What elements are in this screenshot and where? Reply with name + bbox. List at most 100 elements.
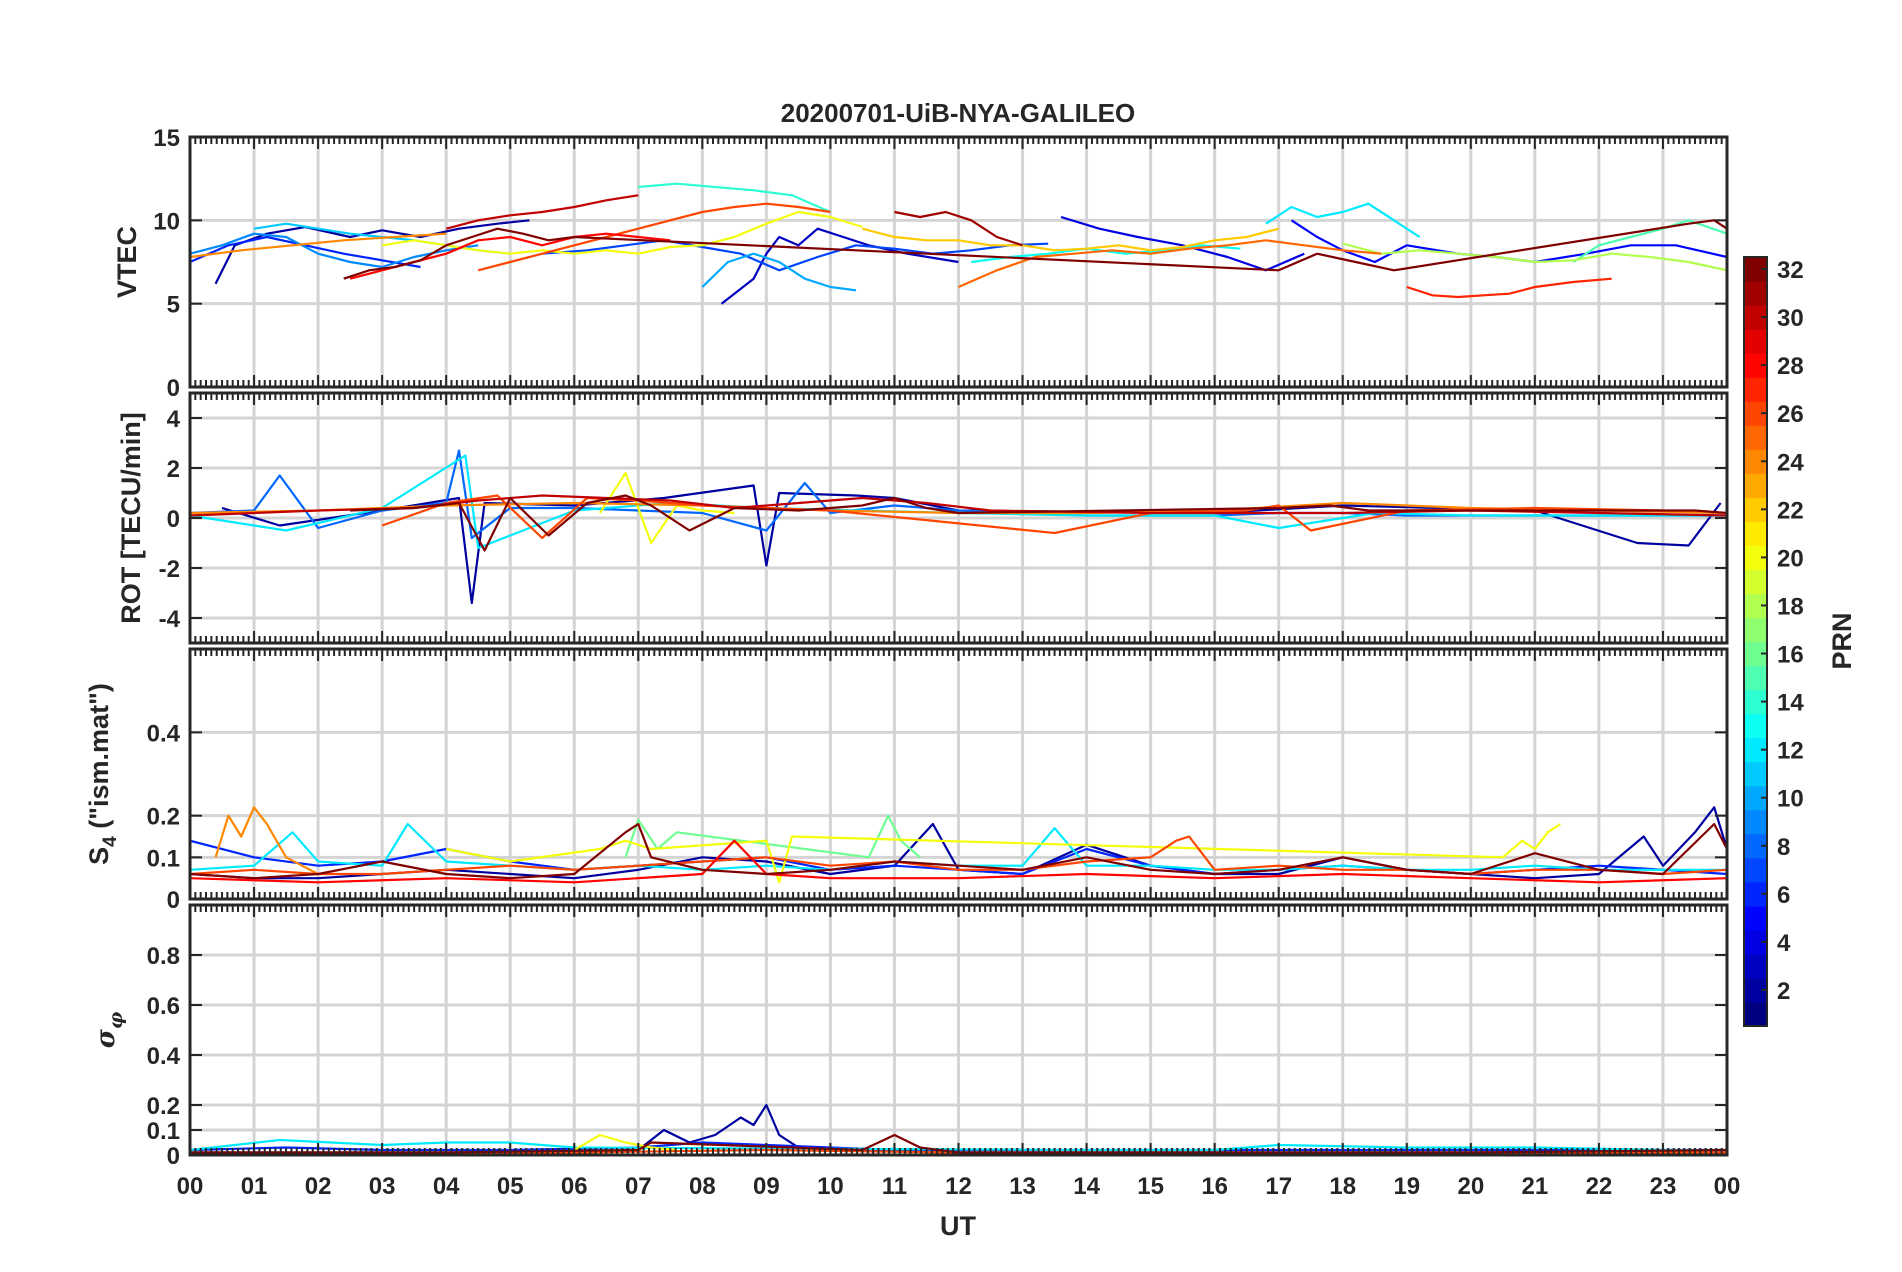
series-line-prn-30 [445, 194, 639, 230]
series-line-prn-26 [477, 202, 831, 272]
colorbar-swatch [1744, 713, 1767, 739]
x-tick-label: 05 [497, 1173, 524, 1200]
colorbar-swatch [1744, 473, 1767, 498]
colorbar-swatch [1744, 953, 1767, 979]
panel-s4: 0 0.1 0.2 0.4 S4 ("ism.mat") [84, 647, 1729, 914]
colorbar-tick-label: 14 [1777, 690, 1804, 717]
series-line-prn-18 [1342, 242, 1727, 272]
colorbar-tick-label: 24 [1777, 449, 1804, 476]
colorbar-tick-label: 16 [1777, 642, 1804, 669]
y-tick-label: 0.4 [147, 720, 181, 747]
series-line-prn-26 [381, 494, 1664, 540]
series-line-prn-32 [343, 219, 1727, 280]
x-tick-label: 00 [1714, 1173, 1741, 1200]
x-tick-label: 19 [1393, 1173, 1420, 1200]
y-tick-label: 15 [153, 125, 180, 152]
x-tick-label: 00 [177, 1173, 204, 1200]
y-tick-label: -2 [159, 556, 180, 583]
colorbar-swatch [1744, 569, 1767, 595]
x-tick-label: 06 [561, 1173, 588, 1200]
colorbar-swatch [1744, 785, 1767, 811]
colorbar-tick-label: 20 [1777, 545, 1804, 572]
colorbar-swatch [1744, 857, 1767, 883]
y-tick-label: 0 [167, 1143, 180, 1170]
x-tick-label: 04 [433, 1173, 460, 1200]
colorbar-swatch [1744, 737, 1767, 763]
colorbar-swatch [1744, 833, 1767, 859]
x-tick-label: 07 [625, 1173, 652, 1200]
figure-title: 20200701-UiB-NYA-GALILEO [781, 98, 1136, 128]
panel-vtec: 0 5 10 15 VTEC [112, 125, 1729, 402]
colorbar-tick-label: 4 [1777, 930, 1791, 957]
colorbar-swatch [1744, 809, 1767, 835]
s4-ylabel: S4 ("ism.mat") [84, 683, 121, 865]
colorbar-swatch [1744, 281, 1767, 306]
panel-rot: -4 -2 0 2 4 ROT [TECU/min] [116, 391, 1729, 645]
y-tick-label: 0.4 [147, 1043, 181, 1070]
y-tick-label: 0.2 [147, 804, 180, 831]
series-line-prn-14 [638, 182, 831, 214]
series-line-prn-24 [214, 806, 319, 875]
s4-axes-box [188, 647, 1729, 901]
colorbar-swatch [1744, 905, 1767, 931]
x-tick-labels: 00 01 02 03 04 05 06 07 08 09 10 11 12 13 14 15 16 17 18 19… [177, 1173, 1741, 1200]
series-line-prn-20 [445, 823, 1562, 884]
x-tick-label: 20 [1457, 1173, 1484, 1200]
x-tick-label: 12 [945, 1173, 972, 1200]
y-tick-label: 2 [167, 456, 180, 483]
series-line-prn-20 [598, 471, 735, 545]
y-tick-label: 0.2 [147, 1093, 180, 1120]
x-tick-label: 03 [369, 1173, 396, 1200]
colorbar-swatch [1744, 257, 1767, 282]
rot-lines [190, 449, 1727, 605]
x-tick-label: 23 [1650, 1173, 1677, 1200]
colorbar-swatch [1744, 689, 1767, 715]
series-line-prn-31 [894, 210, 1023, 247]
colorbar-swatch [1744, 929, 1767, 955]
colorbar-tick-label: 10 [1777, 786, 1804, 813]
y-tick-label: 0.1 [147, 845, 180, 872]
colorbar-swatch [1744, 521, 1767, 546]
sigma-phi-ylabel: σφ [91, 1012, 127, 1048]
x-tick-label: 14 [1073, 1173, 1100, 1200]
x-tick-label: 13 [1009, 1173, 1036, 1200]
s4-grid [190, 649, 1727, 899]
x-tick-label: 21 [1522, 1173, 1549, 1200]
series-line-prn-10 [701, 252, 857, 292]
colorbar-swatch [1744, 641, 1767, 667]
y-tick-label: 0.1 [147, 1118, 180, 1145]
vtec-y-ticks: 0 5 10 15 [153, 125, 1727, 402]
series-line-prn-32 [190, 822, 1727, 880]
colorbar-tick-label: 8 [1777, 834, 1790, 861]
y-tick-label: 0.6 [147, 993, 180, 1020]
y-tick-label: 0 [167, 506, 180, 533]
colorbar-swatch [1744, 617, 1767, 643]
s4-y-ticks: 0 0.1 0.2 0.4 [147, 720, 1727, 914]
colorbar-tick-label: 30 [1777, 305, 1804, 332]
colorbar-tick-label: 32 [1777, 257, 1804, 284]
colorbar-swatch [1744, 977, 1767, 1003]
y-tick-label: 0 [167, 375, 180, 402]
x-tick-label: 10 [817, 1173, 844, 1200]
x-tick-label: 18 [1329, 1173, 1356, 1200]
y-tick-label: 0.8 [147, 943, 180, 970]
x-tick-label: 22 [1586, 1173, 1613, 1200]
series-line-prn-12 [1265, 202, 1421, 238]
series-line-prn-27 [1406, 277, 1612, 299]
x-tick-label: 11 [882, 1173, 907, 1200]
colorbar-tick-label: 26 [1777, 401, 1804, 428]
colorbar-swatch [1744, 329, 1767, 354]
rot-y-ticks: -4 -2 0 2 4 [159, 406, 1727, 633]
colorbar-swatch [1744, 305, 1767, 330]
colorbar-tick-label: 12 [1777, 738, 1804, 765]
colorbar-swatch [1744, 377, 1767, 402]
colorbar-swatch [1744, 545, 1767, 571]
sigma-phi-y-ticks: 00.10.2 0.4 0.6 0.8 [147, 943, 1727, 1170]
colorbar-tick-label: 6 [1777, 882, 1790, 909]
y-tick-label: -4 [159, 606, 181, 633]
x-tick-label: 08 [689, 1173, 716, 1200]
colorbar-swatch [1744, 425, 1767, 450]
